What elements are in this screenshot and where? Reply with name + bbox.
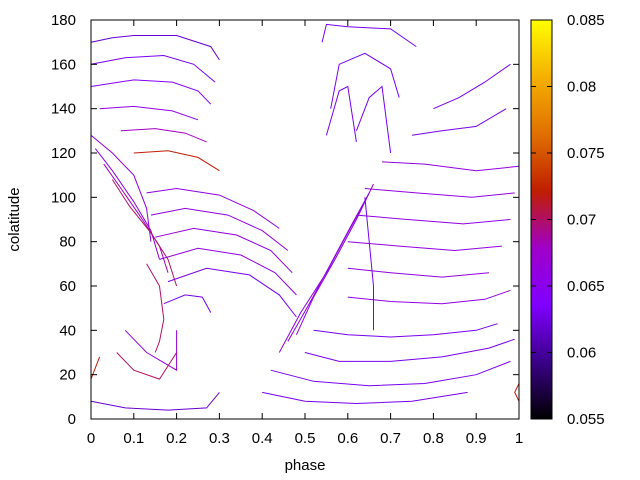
flow-line-36 <box>364 197 374 331</box>
flow-line-19 <box>90 392 220 411</box>
x-tick-label: 0.2 <box>166 430 187 447</box>
flow-line-32 <box>433 63 511 110</box>
colorbar-tick-label: 0.055 <box>567 411 605 428</box>
y-axis: 0 20 40 60 80 100 120 140 160 180 <box>51 12 519 428</box>
flow-line-39 <box>355 85 392 154</box>
flow-line-17 <box>124 329 178 372</box>
colorbar-tick-label: 0.075 <box>567 145 605 162</box>
flow-line-4 <box>120 128 207 143</box>
x-tick-label: 0.7 <box>380 430 401 447</box>
x-tick-label: 0.1 <box>123 430 144 447</box>
y-tick-label: 80 <box>59 234 76 251</box>
flow-line-0 <box>90 35 220 61</box>
y-tick-label: 20 <box>59 367 76 384</box>
x-tick-label: 0.3 <box>209 430 230 447</box>
y-axis-label: colatitude <box>6 187 23 251</box>
x-tick-label: 0.4 <box>252 430 273 447</box>
flow-line-11 <box>150 207 289 251</box>
flow-line-25 <box>347 289 511 305</box>
flow-line-27 <box>347 241 502 252</box>
series-layer <box>90 23 520 411</box>
x-axis-label: phase <box>285 457 326 474</box>
colorbar-tick-label: 0.07 <box>567 212 596 229</box>
x-tick-label: 1 <box>515 430 523 447</box>
flow-line-28 <box>356 214 511 225</box>
flow-line-15 <box>163 294 212 313</box>
flow-line-18 <box>116 352 178 380</box>
flow-line-23 <box>262 391 468 405</box>
flow-line-12 <box>155 227 293 274</box>
flow-line-1 <box>90 54 216 83</box>
x-tick-label: 0.5 <box>295 430 316 447</box>
flow-line-21 <box>304 338 515 362</box>
flow-line-13 <box>159 247 297 296</box>
colorbar-tick-label: 0.065 <box>567 278 605 295</box>
flow-line-30 <box>381 161 520 172</box>
x-tick-label: 0 <box>87 430 95 447</box>
y-tick-label: 180 <box>51 12 76 29</box>
flow-line-31 <box>411 108 507 136</box>
y-tick-label: 40 <box>59 322 76 339</box>
flow-line-24 <box>313 323 498 338</box>
x-tick-label: 0.8 <box>423 430 444 447</box>
flow-line-8 <box>103 163 169 273</box>
flow-line-40 <box>325 85 357 142</box>
flow-line-7 <box>94 148 160 260</box>
flow-line-37 <box>321 23 417 48</box>
flow-line-41 <box>514 383 520 402</box>
y-tick-label: 120 <box>51 145 76 162</box>
colorbar-tick-label: 0.08 <box>567 79 596 96</box>
flow-line-38 <box>330 52 400 109</box>
y-tick-label: 100 <box>51 189 76 206</box>
x-tick-label: 0.9 <box>466 430 487 447</box>
plot-frame <box>90 19 520 420</box>
flow-line-29 <box>364 188 515 198</box>
flow-line-10 <box>146 187 280 229</box>
flow-line-16 <box>146 263 165 353</box>
y-tick-label: 60 <box>59 278 76 295</box>
flow-line-22 <box>270 360 511 387</box>
flow-line-3 <box>99 105 199 121</box>
flow-line-20 <box>90 356 101 380</box>
flow-line-35 <box>278 201 366 353</box>
x-axis: 0 0.1 0.2 0.3 0.4 0.5 0.6 0.7 0.8 0.9 1 <box>87 20 523 447</box>
flow-line-5 <box>133 150 220 172</box>
flow-line-6 <box>90 134 152 242</box>
y-tick-label: 160 <box>51 56 76 73</box>
y-tick-label: 0 <box>68 411 76 428</box>
flow-line-14 <box>167 267 297 318</box>
colorbar-ticks: 0.055 0.06 0.065 0.07 0.075 0.08 0.085 <box>531 12 605 428</box>
flow-line-9 <box>111 179 178 287</box>
flow-line-2 <box>90 79 212 105</box>
flow-line-26 <box>347 267 490 278</box>
x-tick-label: 0.6 <box>337 430 358 447</box>
y-tick-label: 140 <box>51 101 76 118</box>
colorbar-tick-label: 0.06 <box>567 345 596 362</box>
colorbar-tick-label: 0.085 <box>567 12 605 29</box>
